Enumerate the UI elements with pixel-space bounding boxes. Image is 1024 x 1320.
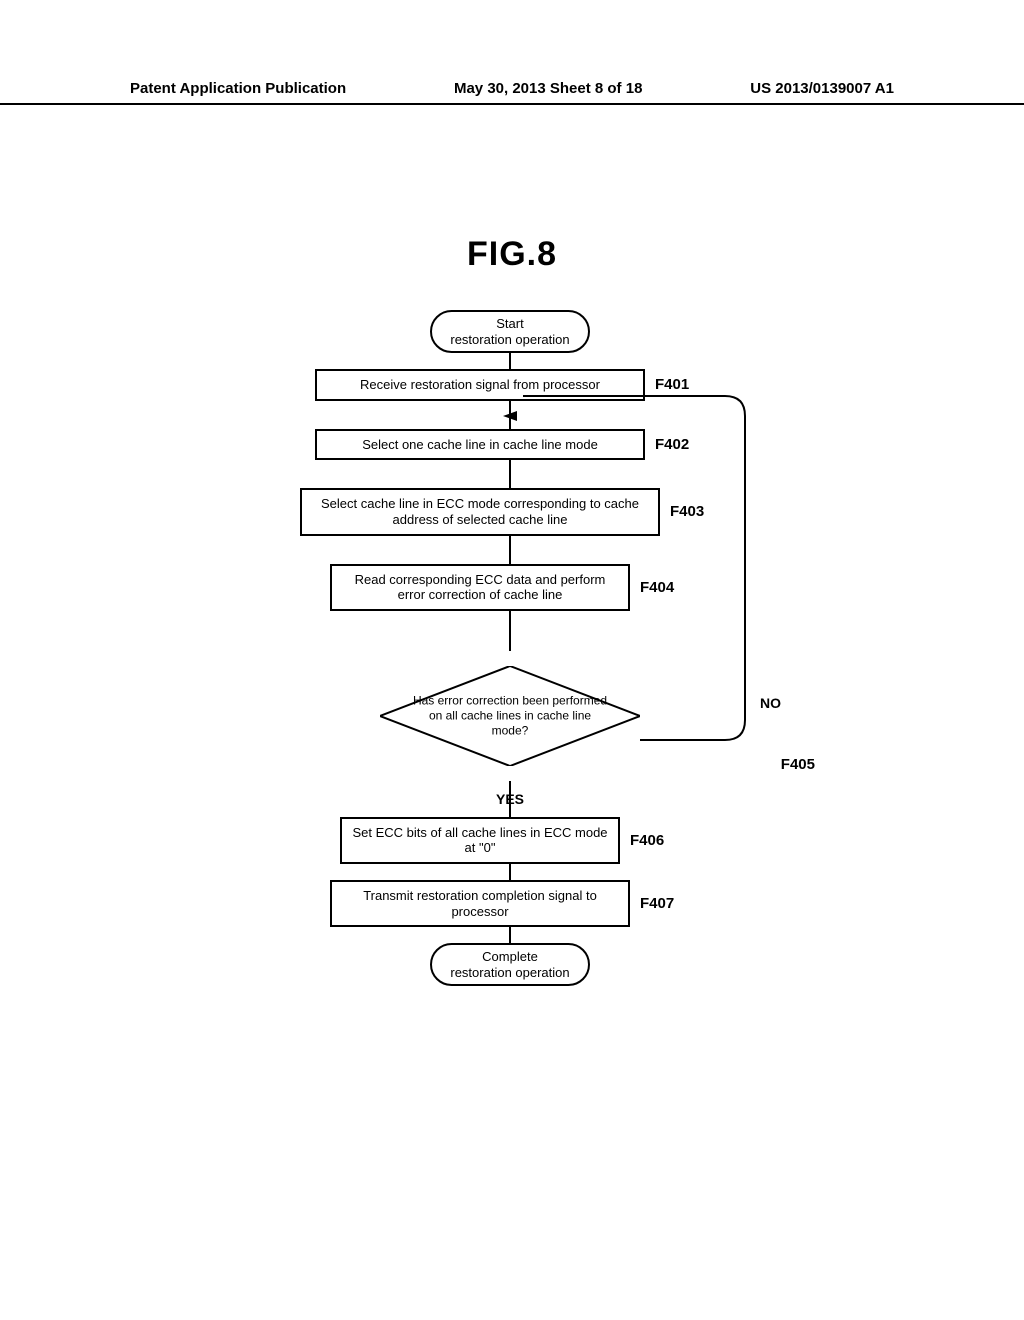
connector [509, 353, 511, 369]
process-f407-text: Transmit restoration completion signal t… [363, 888, 597, 919]
connector [509, 864, 511, 880]
label-f403: F403 [660, 488, 720, 535]
start-line2: restoration operation [450, 332, 569, 348]
header-left: Patent Application Publication [130, 80, 346, 97]
step-f403-row: Select cache line in ECC mode correspond… [275, 488, 745, 535]
end-line1: Complete [450, 949, 569, 965]
connector [509, 927, 511, 943]
no-label: NO [760, 695, 781, 711]
label-f405: F405 [781, 756, 815, 773]
page-header: Patent Application Publication May 30, 2… [0, 80, 1024, 105]
process-f407: Transmit restoration completion signal t… [330, 880, 630, 927]
step-f406-row: Set ECC bits of all cache lines in ECC m… [275, 817, 745, 864]
process-f404-text: Read corresponding ECC data and perform … [355, 572, 606, 603]
label-f402: F402 [645, 429, 705, 461]
figure-title: FIG.8 [0, 235, 1024, 274]
process-f402-text: Select one cache line in cache line mode [362, 437, 598, 452]
yes-label: YES [496, 791, 524, 807]
end-line2: restoration operation [450, 965, 569, 981]
process-f406-text: Set ECC bits of all cache lines in ECC m… [352, 825, 607, 856]
header-center: May 30, 2013 Sheet 8 of 18 [454, 80, 642, 97]
header-right: US 2013/0139007 A1 [750, 80, 894, 97]
process-f404: Read corresponding ECC data and perform … [330, 564, 630, 611]
label-f401: F401 [645, 369, 705, 401]
connector [509, 536, 511, 564]
process-f403-text: Select cache line in ECC mode correspond… [321, 496, 639, 527]
flowchart: Start restoration operation Receive rest… [275, 310, 745, 986]
end-terminator: Complete restoration operation [430, 943, 589, 986]
label-f404: F404 [630, 564, 690, 611]
start-terminator: Start restoration operation [430, 310, 589, 353]
label-f407: F407 [630, 880, 690, 927]
loopback-arrowhead [503, 411, 517, 421]
decision-text: Has error correction been performed on a… [410, 693, 610, 738]
connector [509, 460, 511, 488]
step-f401-row: Receive restoration signal from processo… [275, 369, 745, 401]
start-line1: Start [450, 316, 569, 332]
process-f401-text: Receive restoration signal from processo… [360, 377, 600, 392]
label-f406: F406 [620, 817, 680, 864]
process-f402: Select one cache line in cache line mode [315, 429, 645, 461]
step-f407-row: Transmit restoration completion signal t… [275, 880, 745, 927]
process-f406: Set ECC bits of all cache lines in ECC m… [340, 817, 620, 864]
connector [509, 401, 511, 429]
decision-f405-wrap: Has error correction been performed on a… [275, 651, 745, 781]
process-f401: Receive restoration signal from processo… [315, 369, 645, 401]
step-f402-row: Select one cache line in cache line mode… [275, 429, 745, 461]
connector [509, 611, 511, 651]
step-f404-row: Read corresponding ECC data and perform … [275, 564, 745, 611]
process-f403: Select cache line in ECC mode correspond… [300, 488, 660, 535]
decision-f405: Has error correction been performed on a… [380, 666, 640, 766]
